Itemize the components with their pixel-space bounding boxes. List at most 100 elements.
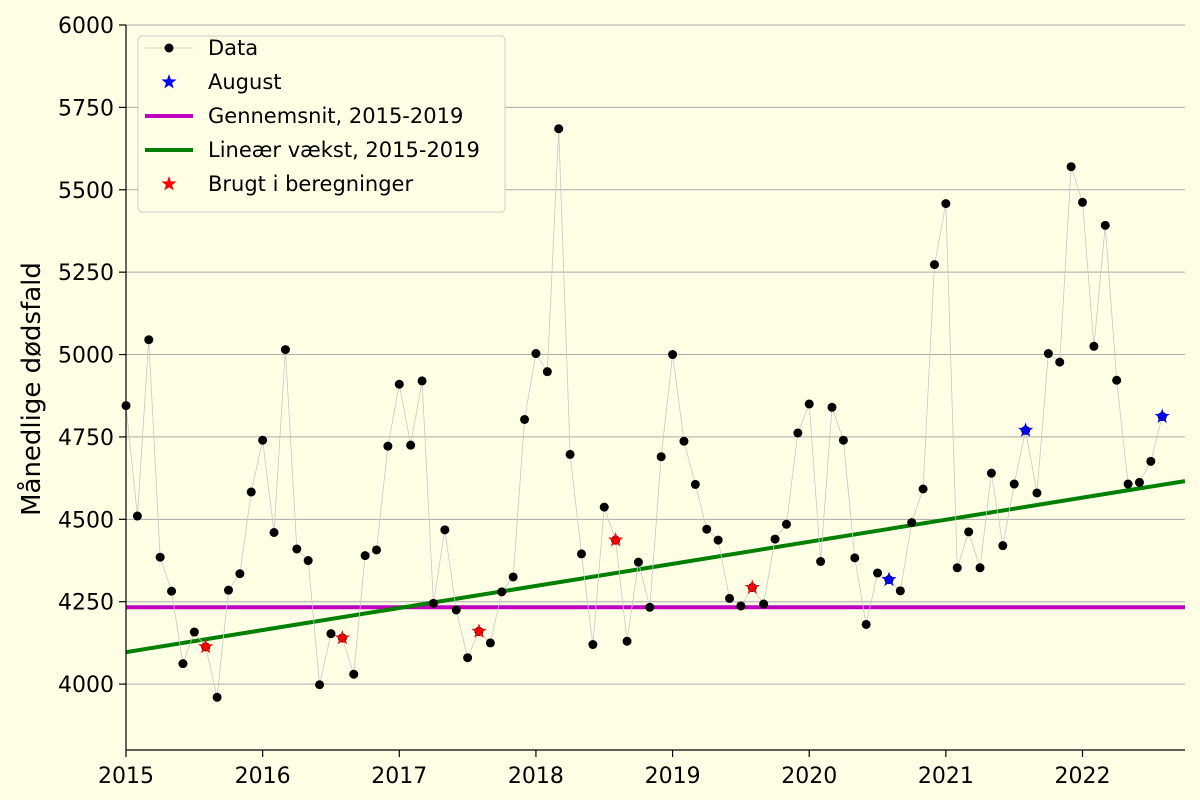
data-point: [1078, 197, 1088, 207]
y-tick-label: 5500: [58, 179, 114, 204]
data-point: [1089, 341, 1099, 351]
data-point: [975, 563, 985, 573]
data-point: [645, 602, 655, 612]
data-point: [1100, 220, 1110, 230]
x-tick-label: 2015: [98, 764, 154, 789]
data-point: [850, 553, 860, 563]
data-point: [1032, 488, 1042, 498]
y-tick-label: 4250: [58, 591, 114, 616]
data-point: [816, 557, 826, 566]
legend-used-marker: [161, 176, 177, 191]
y-tick-label: 5000: [58, 344, 114, 369]
data-point: [554, 124, 564, 134]
data-point: [167, 586, 177, 596]
data-point: [702, 524, 712, 534]
data-point: [155, 552, 165, 562]
y-tick-label: 4000: [58, 673, 114, 698]
data-point: [690, 479, 700, 489]
used-point-star: [334, 629, 350, 645]
data-point: [576, 549, 586, 559]
data-point: [383, 441, 393, 451]
data-point: [212, 692, 222, 702]
data-point: [508, 572, 518, 582]
data-point: [827, 402, 837, 412]
legend-label: Gennemsnit, 2015-2019: [208, 104, 463, 128]
data-point: [986, 468, 996, 478]
data-point: [1146, 456, 1156, 466]
data-point: [292, 544, 302, 554]
legend: Data August Gennemsnit, 2015-2019 Lineær væ…: [137, 35, 506, 213]
y-tick-label: 5250: [58, 261, 114, 286]
y-tick-label: 4750: [58, 426, 114, 451]
data-point: [1112, 375, 1122, 385]
data-point: [451, 605, 461, 615]
data-point: [565, 449, 575, 459]
data-point: [144, 335, 154, 345]
data-point: [497, 587, 507, 597]
data-point: [713, 535, 723, 545]
data-point: [394, 379, 404, 389]
data-point: [326, 629, 336, 639]
data-point: [258, 435, 268, 445]
data-point: [417, 376, 427, 386]
data-point: [360, 551, 370, 561]
y-tick-label: 6000: [58, 14, 114, 39]
legend-august-marker: [161, 74, 177, 89]
data-point: [622, 636, 632, 646]
data-point: [223, 585, 233, 595]
data-point: [679, 436, 689, 446]
data-point: [918, 484, 928, 494]
x-tick-label: 2022: [1055, 764, 1111, 789]
y-tick-label: 4500: [58, 508, 114, 533]
data-point: [372, 545, 382, 555]
trend-line: [125, 479, 1186, 655]
data-point: [280, 345, 290, 355]
data-point: [668, 350, 678, 360]
data-point: [542, 367, 552, 377]
used-point-star: [198, 638, 214, 654]
data-point: [736, 601, 746, 611]
x-tick-label: 2017: [371, 764, 427, 789]
axes: 4000 4250 4500 4750 5000 5250 5500 5750 6000 2015…: [58, 14, 1185, 789]
x-tick-label: 2018: [508, 764, 564, 789]
data-point: [531, 349, 541, 359]
data-point: [873, 568, 883, 578]
data-point: [895, 586, 905, 596]
data-point: [588, 640, 598, 650]
data-point: [1009, 479, 1019, 489]
data-point: [599, 502, 609, 512]
legend-label: Brugt i beregninger: [208, 172, 413, 196]
data-point: [725, 593, 735, 603]
data-point: [315, 680, 325, 690]
data-point: [964, 527, 974, 537]
data-point: [941, 199, 951, 209]
data-point: [406, 440, 416, 450]
data-point: [246, 487, 256, 497]
data-point: [1055, 357, 1065, 367]
data-point: [793, 428, 803, 438]
data-point: [269, 528, 279, 537]
data-point: [132, 511, 142, 521]
data-point: [235, 569, 245, 579]
legend-label: Lineær vækst, 2015-2019: [208, 138, 480, 162]
data-point: [781, 519, 791, 529]
data-point: [463, 653, 473, 663]
data-point: [838, 435, 848, 445]
y-tick-label: 5750: [58, 96, 114, 121]
used-point-star: [471, 623, 487, 638]
data-point: [1123, 479, 1133, 489]
y-axis-label: Månedlige dødsfald: [16, 262, 47, 516]
data-point: [656, 452, 666, 462]
data-point: [804, 399, 814, 409]
data-point: [861, 619, 871, 629]
data-point: [303, 556, 313, 566]
data-point: [1066, 162, 1076, 172]
data-point: [1134, 477, 1144, 487]
x-tick-label: 2020: [781, 764, 837, 789]
august-point-star: [1154, 408, 1170, 423]
data-point: [520, 414, 530, 424]
data-point: [907, 518, 917, 528]
plot-area: [121, 124, 1186, 702]
legend-box: [137, 35, 506, 213]
